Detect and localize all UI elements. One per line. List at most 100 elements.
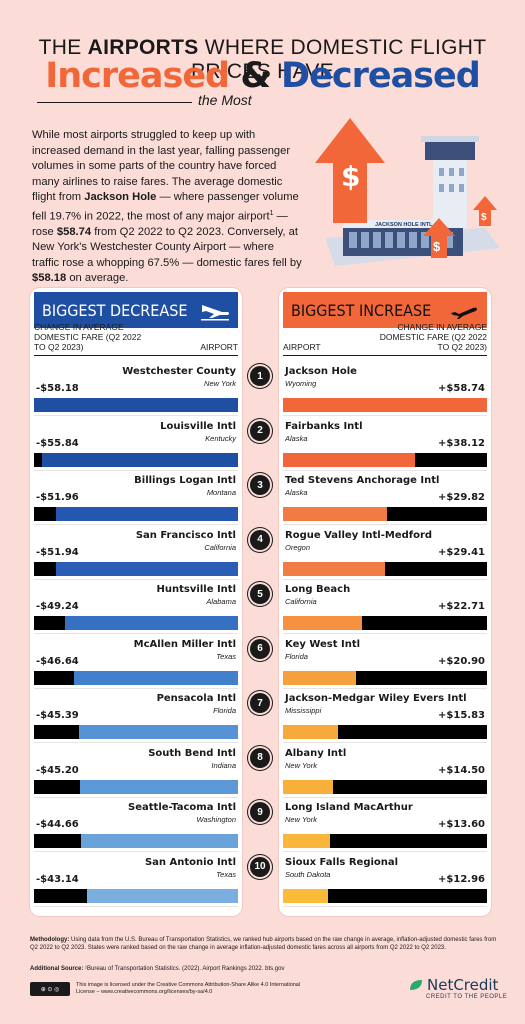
decrease-col-airport: AIRPORT — [200, 342, 238, 352]
increase-col-airport: AIRPORT — [283, 342, 321, 352]
fare-change-label: +$58.74 — [438, 383, 485, 394]
svg-text:$: $ — [341, 160, 360, 193]
decrease-title: BIGGEST DECREASE — [42, 300, 188, 320]
rank-badge: 4 — [250, 529, 270, 550]
bar-fill — [86, 888, 238, 903]
fare-change-label: -$45.39 — [36, 710, 79, 721]
decrease-row: Louisville Intl Kentucky -$55.84 — [34, 417, 238, 471]
bar-fill — [42, 452, 238, 467]
bar-track — [283, 398, 487, 412]
decrease-row: South Bend Intl Indiana -$45.20 — [34, 744, 238, 798]
bar-fill — [283, 398, 487, 412]
decrease-row: San Francisco Intl California -$51.94 — [34, 526, 238, 580]
fare-change-label: -$51.96 — [36, 492, 79, 503]
title-subline: the Most — [0, 92, 525, 112]
plane-landing-icon — [201, 305, 229, 321]
license-text: This image is licensed under the Creativ… — [76, 982, 301, 995]
airport-name: San Francisco Intl — [135, 529, 236, 541]
airport-name: Westchester County — [122, 366, 236, 377]
increase-row: Fairbanks Intl Alaska +$38.12 — [283, 417, 487, 471]
airport-state: Alaska — [285, 433, 308, 443]
decrease-col-value: CHANGE IN AVERAGE DOMESTIC FARE (Q2 2022… — [34, 322, 142, 352]
fare-change-label: -$45.20 — [36, 764, 79, 776]
bar-fill — [283, 888, 328, 903]
increase-column-header: AIRPORT CHANGE IN AVERAGE DOMESTIC FARE … — [283, 322, 487, 356]
bar-track — [34, 725, 238, 739]
fare-change-label: +$29.82 — [438, 492, 485, 503]
increase-row: Rogue Valley Intl-Medford Oregon +$29.41 — [283, 526, 487, 580]
cc-by-sa-icon: ⊕ ⊙ ◎ — [30, 982, 70, 996]
rank-badge: 6 — [250, 638, 270, 659]
airport-state: Montana — [206, 488, 236, 497]
license: ⊕ ⊙ ◎ This image is licensed under the C… — [30, 982, 316, 996]
increase-row: Jackson-Medgar Wiley Evers Intl Mississip… — [283, 689, 487, 743]
bar-track — [283, 834, 487, 848]
rank-badge: 9 — [250, 802, 270, 822]
bar-fill — [283, 834, 331, 848]
bar-track — [283, 561, 487, 576]
bar-fill — [283, 779, 334, 794]
airport-name: Fairbanks Intl — [285, 420, 363, 432]
bar-fill — [65, 616, 238, 630]
fare-change-label: +$38.12 — [438, 437, 485, 449]
rank-badge: 10 — [250, 856, 270, 877]
increase-row: Ted Stevens Anchorage Intl Alaska +$29.82 — [283, 471, 487, 525]
fare-change-label: -$58.18 — [36, 383, 79, 394]
increase-title: BIGGEST INCREASE — [291, 300, 432, 320]
bar-track — [283, 616, 487, 630]
airport-state: Mississippi — [285, 706, 322, 715]
decrease-row: Westchester County New York -$58.18 — [34, 362, 238, 416]
airport-name: Key West Intl — [285, 638, 361, 650]
title-most: the Most — [198, 92, 252, 108]
airport-illustration: JACKSON HOLE INTL $ $ $ — [315, 118, 500, 266]
bar-track — [34, 398, 238, 412]
bar-fill — [78, 725, 238, 739]
fare-change-label: +$12.96 — [438, 873, 485, 885]
increase-row: Albany Intl New York +$14.50 — [283, 744, 487, 798]
airport-state: Texas — [216, 651, 236, 661]
airport-name: Rogue Valley Intl-Medford — [285, 529, 433, 541]
airport-name: Long Beach — [285, 584, 351, 595]
decrease-row: Seattle-Tacoma Intl Washington -$44.66 — [34, 798, 238, 852]
bar-fill — [34, 398, 238, 412]
bar-track — [34, 779, 238, 794]
title-decreased: Decreased — [281, 56, 481, 96]
increase-row: Jackson Hole Wyoming +$58.74 — [283, 362, 487, 416]
increase-row: Sioux Falls Regional South Dakota +$12.96 — [283, 853, 487, 907]
fare-change-label: +$15.83 — [438, 710, 485, 721]
bar-fill — [79, 779, 238, 794]
bar-track — [34, 616, 238, 630]
bar-track — [34, 834, 238, 848]
airport-name: Billings Logan Intl — [134, 475, 236, 486]
rank-badge: 5 — [250, 584, 270, 604]
airport-state: Texas — [216, 869, 236, 879]
increase-header: BIGGEST INCREASE — [283, 292, 487, 328]
bar-track — [34, 888, 238, 903]
bar-fill — [55, 561, 238, 576]
bar-track — [34, 507, 238, 521]
airport-state: New York — [204, 379, 236, 388]
leaf-icon — [410, 980, 422, 990]
rank-badge: 2 — [250, 420, 270, 441]
decrease-row: McAllen Miller Intl Texas -$46.64 — [34, 635, 238, 689]
airport-name: Seattle-Tacoma Intl — [128, 802, 236, 813]
airport-state: California — [204, 542, 236, 552]
airport-state: Oregon — [285, 542, 311, 552]
bar-fill — [74, 670, 238, 685]
illustration-sign: JACKSON HOLE INTL — [375, 222, 433, 228]
fare-change-label: -$51.94 — [36, 546, 79, 558]
fare-change-label: -$55.84 — [36, 437, 79, 449]
rank-badge: 1 — [250, 366, 270, 386]
title-increased: Increased — [45, 56, 230, 96]
fare-change-label: -$44.66 — [36, 819, 79, 830]
airport-state: Alaska — [285, 488, 308, 497]
title-main: Increased & Decreased — [0, 56, 525, 96]
fare-change-label: +$13.60 — [438, 819, 485, 830]
increase-row: Key West Intl Florida +$20.90 — [283, 635, 487, 689]
airport-state: New York — [285, 760, 317, 770]
bar-fill — [283, 670, 356, 685]
airport-state: South Dakota — [285, 869, 331, 879]
decrease-row: Pensacola Intl Florida -$45.39 — [34, 689, 238, 743]
decrease-row: Huntsville Intl Alabama -$49.24 — [34, 580, 238, 634]
increase-row: Long Beach California +$22.71 — [283, 580, 487, 634]
